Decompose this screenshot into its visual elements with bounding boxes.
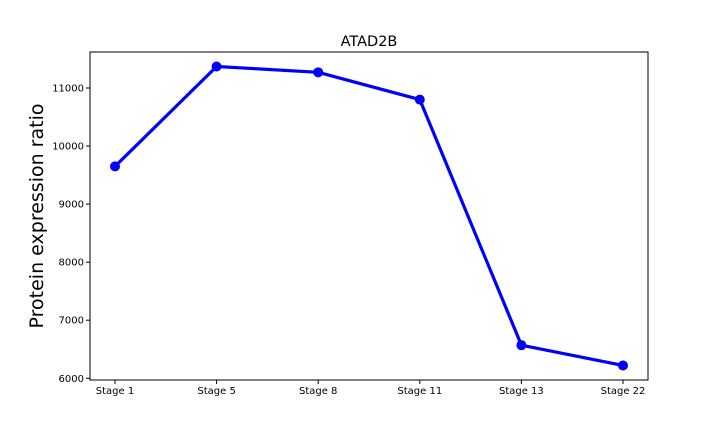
x-tick-label: Stage 8: [299, 386, 337, 397]
chart-title: ATAD2B: [341, 34, 398, 50]
series-layer: [110, 61, 628, 371]
x-tick-label: Stage 22: [601, 386, 646, 397]
y-tick-label: 6000: [59, 374, 84, 385]
y-axis: 6000 7000 8000 9000 10000 11000: [52, 83, 90, 385]
x-axis: Stage 1 Stage 5 Stage 8 Stage 11 Stage 13 Sta…: [96, 380, 646, 397]
data-point: [516, 340, 527, 351]
plot-area: [89, 51, 649, 381]
y-tick-label: 9000: [59, 200, 84, 211]
series-line: [113, 64, 625, 368]
data-point: [110, 161, 120, 172]
y-tick-label: 7000: [59, 316, 84, 327]
data-point: [313, 67, 324, 78]
data-point: [618, 360, 628, 371]
x-tick-label: Stage 11: [397, 386, 442, 397]
y-axis-label: Protein expression ratio: [26, 104, 48, 329]
data-point: [414, 94, 425, 105]
data-point: [211, 61, 222, 72]
y-tick-label: 11000: [52, 83, 84, 94]
x-tick-label: Stage 1: [96, 386, 134, 397]
y-tick-label: 8000: [59, 258, 84, 269]
x-tick-label: Stage 5: [197, 386, 235, 397]
x-tick-label: Stage 13: [499, 386, 544, 397]
y-tick-label: 10000: [52, 142, 84, 153]
